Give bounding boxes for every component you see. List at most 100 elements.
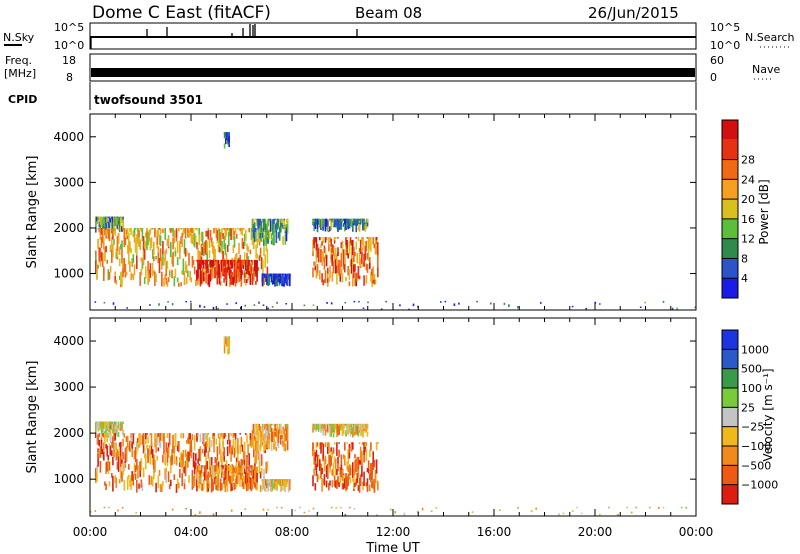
velocity-cell (257, 448, 260, 460)
velocity-cell (313, 454, 315, 465)
velocity-cell (143, 433, 146, 438)
velocity-cell (266, 480, 268, 486)
velocity-cell (571, 510, 574, 512)
velocity-cell (273, 428, 275, 445)
power-cell (207, 274, 209, 286)
power-cell (272, 221, 274, 235)
velocity-cell (353, 476, 355, 490)
velocity-cell (123, 433, 126, 438)
velocity-cell (140, 483, 143, 488)
power-cell (212, 250, 214, 254)
velocity-cell (358, 423, 361, 431)
velocity-cell (109, 425, 112, 434)
velocity-cell (358, 477, 361, 493)
velocity-cell (333, 442, 336, 445)
velocity-cell (105, 427, 107, 438)
power-cell (243, 270, 246, 274)
velocity-cell (269, 423, 272, 433)
power-cell (99, 224, 102, 232)
velocity-cell (187, 457, 189, 468)
power-cell (399, 304, 401, 307)
velocity-cell (237, 465, 239, 472)
velocity-cell (341, 483, 344, 490)
power-cell (199, 259, 202, 270)
velocity-cell (232, 483, 234, 488)
power-cell (100, 228, 103, 235)
x-tick-label: 00:00 (73, 525, 108, 539)
power-cell (219, 259, 222, 265)
velocity-cell (96, 421, 98, 430)
velocity-cell (208, 482, 211, 488)
power-cell (201, 246, 204, 256)
velocity-cell (124, 454, 127, 463)
power-cell (257, 266, 260, 271)
velocity-cell (362, 481, 364, 486)
power-cell (357, 218, 360, 225)
velocity-cell (237, 438, 239, 454)
velocity-cell (330, 456, 332, 466)
velocity-cell (95, 477, 97, 483)
velocity-cell (120, 455, 122, 467)
power-cell (227, 132, 229, 140)
velocity-ytick-label: 1000 (53, 472, 84, 486)
power-cell (358, 252, 361, 265)
velocity-cell (202, 480, 205, 489)
power-cell (223, 228, 225, 231)
power-cell (184, 248, 187, 257)
power-cell (354, 251, 356, 257)
power-cell (355, 272, 357, 287)
power-cell (192, 228, 195, 235)
velocity-cell (230, 509, 233, 512)
velocity-cell (271, 479, 274, 491)
velocity-cell (262, 508, 265, 511)
velocity-cell (103, 451, 105, 461)
power-cell (281, 276, 283, 287)
power-cell (324, 247, 327, 259)
velocity-cell (238, 466, 240, 474)
power-cell (359, 239, 362, 255)
velocity-cell (141, 435, 144, 445)
velocity-cell (264, 424, 266, 429)
power-cell (140, 228, 143, 232)
power-cell (339, 218, 342, 227)
power-cell (273, 230, 275, 245)
power-cell (179, 249, 181, 260)
power-colorbar-swatch (722, 238, 738, 259)
power-cell (148, 274, 151, 282)
velocity-cell (267, 485, 269, 492)
velocity-cell (283, 435, 285, 451)
power-cell (149, 304, 151, 306)
power-cell (233, 270, 236, 283)
power-cell (278, 278, 281, 283)
velocity-cell (228, 433, 230, 441)
power-cell (331, 271, 334, 282)
power-cell (162, 253, 164, 266)
velocity-cell (599, 513, 601, 516)
velocity-cell (158, 469, 161, 476)
velocity-cell (366, 423, 369, 429)
power-cell (263, 218, 265, 228)
power-cell (113, 228, 115, 231)
power-cell (168, 271, 171, 276)
velocity-cell (346, 426, 348, 434)
velocity-cell (332, 447, 335, 452)
power-cell (136, 234, 138, 245)
power-cell (284, 234, 287, 245)
velocity-cell (232, 465, 234, 471)
power-cell (247, 246, 249, 252)
power-cell (246, 243, 248, 251)
velocity-cell (260, 468, 263, 475)
power-cell (103, 216, 105, 225)
power-cell (200, 231, 203, 242)
station-title: Dome C East (fitACF) (92, 3, 271, 23)
power-cell (370, 237, 372, 244)
velocity-cell (321, 442, 323, 445)
velocity-cell (112, 456, 114, 466)
power-cell (221, 240, 223, 252)
velocity-cell (355, 478, 357, 486)
velocity-ytick-label: 3000 (53, 380, 84, 394)
power-cell (362, 218, 364, 231)
power-cell (234, 272, 237, 287)
velocity-cell (151, 455, 154, 465)
velocity-cell (225, 336, 227, 345)
